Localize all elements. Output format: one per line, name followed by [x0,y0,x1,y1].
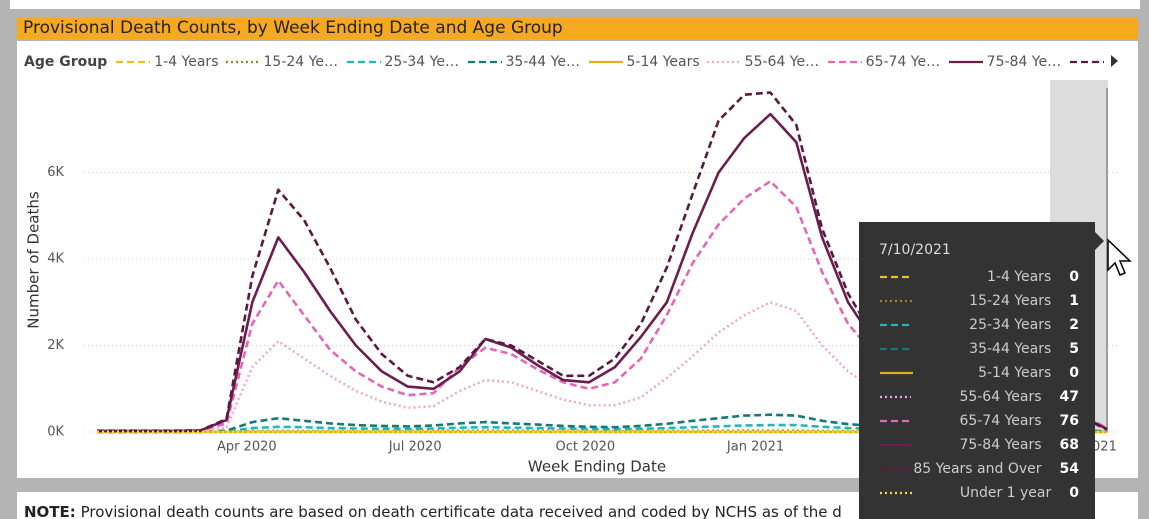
legend-arrow[interactable] [1111,55,1118,67]
legend-item[interactable]: 75-84 Years [948,54,1063,70]
tooltip-name: 1-4 Years [986,269,1052,285]
tooltip-name: Under 1 year [959,485,1052,501]
tooltip-value: 54 [1059,461,1079,477]
tooltip-value: 47 [1059,389,1079,405]
cursor-arrow [1107,238,1132,276]
legend-swatch [706,60,741,64]
legend-swatch [880,323,914,327]
tooltip-name: 25-34 Years [969,317,1052,333]
tooltip-row: 25-34 Years 2 [879,313,1079,337]
legend-swatch [880,395,912,399]
tooltip-row: 75-84 Years 68 [879,433,1079,457]
legend-label: 75-84 Years [986,54,1063,70]
tooltip-value: 76 [1059,413,1079,429]
legend-item[interactable]: 5-14 Years [588,54,700,70]
tooltip-name: 65-74 Years [959,413,1042,429]
tooltip-row: 5-14 Years 0 [879,361,1079,385]
tooltip-value: 68 [1059,437,1079,453]
legend-next[interactable] [1108,54,1122,68]
tooltip-value: 1 [1069,293,1079,309]
legend-item[interactable]: 25-34 Years [346,54,461,70]
tooltip-name: 75-84 Years [959,437,1042,453]
legend-swatch [827,60,862,64]
legend-swatch [880,275,914,279]
legend-swatch [116,60,151,64]
legend-swatch [948,60,983,64]
legend-item[interactable]: 15-24 Years [225,54,340,70]
tooltip: 7/10/2021 1-4 Years 0 15-24 Years 1 25-34 Yea… [859,222,1095,519]
legend-item[interactable]: 35-44 Years [467,54,582,70]
tooltip-value: 0 [1069,365,1079,381]
note-label: NOTE: [24,503,76,519]
tooltip-value: 0 [1069,269,1079,285]
top-strip [10,0,1140,9]
legend-item[interactable]: 85 Years and Over [1069,54,1104,70]
y-tick-label: 0K [47,425,64,440]
legend-swatch [880,443,912,447]
tooltip-name: 55-64 Years [959,389,1042,405]
tooltip-row: Under 1 year 0 [879,481,1079,505]
legend-label: 55-64 Years [744,54,821,70]
legend-swatch [346,60,381,64]
tooltip-name: 85 Years and Over [913,461,1042,477]
x-tick-label: Apr 2020 [217,440,277,455]
note-text: Provisional death counts are based on de… [80,503,842,519]
cursor [1107,238,1132,276]
chart-title: Provisional Death Counts, by Week Ending… [17,18,1138,39]
legend-label: 1-4 Years [154,54,219,70]
tooltip-row: 1-4 Years 0 [879,265,1079,289]
tooltip-value: 2 [1069,317,1079,333]
series-line [97,413,1108,434]
legend-swatch [880,467,912,471]
legend-item[interactable]: 65-74 Years [827,54,942,70]
x-axis-title: Week Ending Date [528,458,666,476]
y-tick-label: 6K [47,165,64,180]
legend-swatch [880,419,912,423]
legend-swatch [880,347,914,351]
legend-swatch [880,371,914,375]
tooltip-name: 5-14 Years [978,365,1052,381]
legend-label: 25-34 Years [384,54,461,70]
x-tick-label: Jul 2020 [388,440,442,455]
tooltip-row: 85 Years and Over 54 [879,457,1079,481]
tooltip-arrow [1095,232,1104,250]
y-axis-title: Number of Deaths [25,191,43,329]
tooltip-row: 65-74 Years 76 [879,409,1079,433]
tooltip-name: 15-24 Years [969,293,1052,309]
legend-swatch [588,60,623,64]
legend-swatch [467,60,502,64]
tooltip-row: 35-44 Years 5 [879,337,1079,361]
x-tick-label: Jan 2021 [726,440,784,455]
legend-label: 5-14 Years [626,54,700,70]
y-tick-label: 2K [47,338,64,353]
legend-swatch [225,60,260,64]
legend-item[interactable]: 1-4 Years [115,54,219,70]
tooltip-value: 5 [1069,341,1079,357]
legend-label: 65-74 Years [865,54,942,70]
legend-swatch [880,491,914,495]
legend-label: 15-24 Years [263,54,340,70]
tooltip-pointer [1095,232,1104,250]
legend-title: Age Group [24,54,108,70]
tooltip-name: 35-44 Years [969,341,1052,357]
tooltip-row: 55-64 Years 47 [879,385,1079,409]
legend-swatch [1069,60,1104,64]
legend-item[interactable]: 55-64 Years [706,54,821,70]
tooltip-date: 7/10/2021 [879,242,951,258]
tooltip-row: 15-24 Years 1 [879,289,1079,313]
y-tick-label: 4K [47,252,64,267]
x-tick-label: Oct 2020 [555,440,615,455]
legend: Age Group 1-4 Years 15-24 Years 25-34 Years… [24,52,1104,72]
legend-label: 35-44 Years [505,54,582,70]
tooltip-value: 0 [1069,485,1079,501]
legend-swatch [880,299,914,303]
